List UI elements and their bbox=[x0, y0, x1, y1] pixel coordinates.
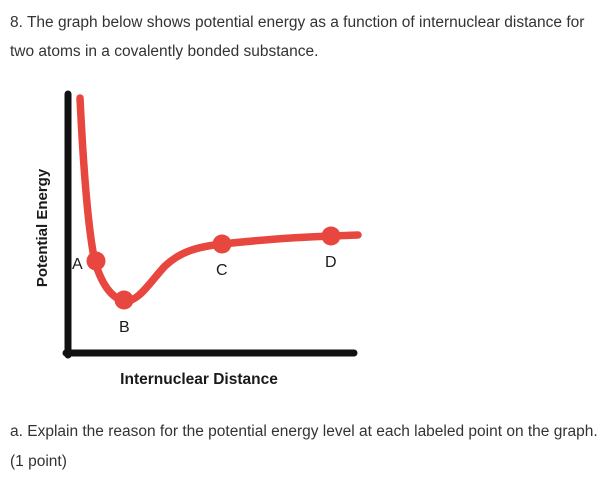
point-a-label: A bbox=[72, 256, 83, 273]
point-b-label: B bbox=[119, 319, 130, 336]
point-a-marker bbox=[86, 251, 106, 271]
question-text: 8. The graph below shows potential energ… bbox=[10, 14, 585, 60]
point-c-marker bbox=[212, 234, 232, 254]
potential-energy-curve bbox=[76, 94, 362, 305]
point-b-marker bbox=[114, 290, 134, 310]
x-axis-label: Internuclear Distance bbox=[120, 371, 278, 388]
point-c-label: C bbox=[216, 262, 228, 279]
sub-question-text: a. Explain the reason for the potential … bbox=[10, 423, 598, 470]
point-d-marker bbox=[321, 226, 341, 246]
point-d-label: D bbox=[325, 254, 337, 271]
y-axis-label: Potential Energy bbox=[34, 168, 51, 287]
